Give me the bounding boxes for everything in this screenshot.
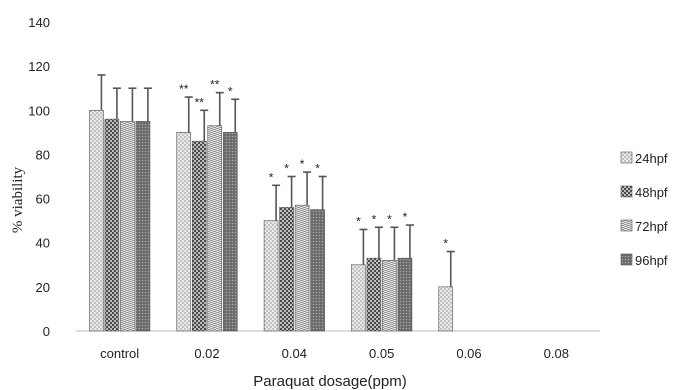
- legend-swatch: [620, 219, 633, 232]
- legend-entry-label: 24hpf: [635, 151, 668, 166]
- bar: [191, 140, 207, 332]
- x-tick-label: 0.05: [369, 346, 394, 361]
- significance-label: *: [228, 84, 233, 98]
- bars: ****** *** * ** * * **: [89, 74, 455, 332]
- bar: [104, 118, 120, 332]
- x-axis-title: Paraquat dosage(ppm): [253, 373, 406, 390]
- bar: [176, 132, 192, 332]
- legend: 24hpf 48hpf 72hpf 96hpf: [620, 151, 668, 268]
- significance-label: *: [300, 157, 305, 171]
- bar: [438, 286, 454, 332]
- bar: [397, 257, 413, 332]
- bar: [135, 121, 151, 332]
- legend-entry-label: 48hpf: [635, 185, 668, 200]
- significance-label: *: [284, 162, 289, 176]
- x-tick-label: control: [100, 346, 139, 361]
- bar: [89, 109, 104, 332]
- bar: [263, 220, 279, 332]
- x-tick-label: 0.08: [544, 346, 569, 361]
- x-tick-label: 0.06: [456, 346, 481, 361]
- significance-label: *: [387, 212, 392, 226]
- significance-label: **: [195, 95, 205, 109]
- y-tick-label: 20: [36, 280, 50, 295]
- bar: [207, 125, 223, 332]
- bar: [366, 257, 382, 332]
- legend-swatch: [620, 253, 633, 266]
- significance-label: *: [356, 214, 361, 228]
- significance-label: *: [443, 237, 448, 251]
- x-tick-label: 0.02: [194, 346, 219, 361]
- significance-label: *: [372, 212, 377, 226]
- bar: [120, 121, 135, 332]
- bar: [351, 264, 366, 332]
- significance-label: *: [315, 162, 320, 176]
- significance-label: **: [179, 82, 189, 96]
- y-tick-label: 120: [28, 59, 50, 74]
- significance-label: *: [403, 210, 408, 224]
- y-tick-label: 80: [36, 147, 50, 162]
- y-tick-label: 100: [28, 103, 50, 118]
- y-tick-label: 40: [36, 236, 50, 251]
- y-axis-title: % viability: [10, 166, 26, 233]
- bar: [222, 132, 238, 332]
- y-axis: 0 20 40 60 80 100 120 140: [28, 15, 50, 339]
- y-tick-label: 0: [43, 324, 50, 339]
- significance-label: **: [210, 78, 220, 92]
- bar: [310, 209, 325, 332]
- legend-swatch: [620, 185, 633, 198]
- significance-label: *: [269, 170, 274, 184]
- x-axis: control 0.02 0.04 0.05 0.06 0.08: [100, 346, 569, 361]
- y-tick-label: 140: [28, 15, 50, 30]
- bar: [294, 204, 310, 332]
- legend-entry-label: 72hpf: [635, 219, 668, 234]
- x-tick-label: 0.04: [282, 346, 307, 361]
- legend-entry-label: 96hpf: [635, 253, 668, 268]
- y-tick-label: 60: [36, 192, 50, 207]
- bar: [279, 207, 294, 332]
- legend-swatch: [620, 151, 633, 164]
- bar: [382, 260, 397, 332]
